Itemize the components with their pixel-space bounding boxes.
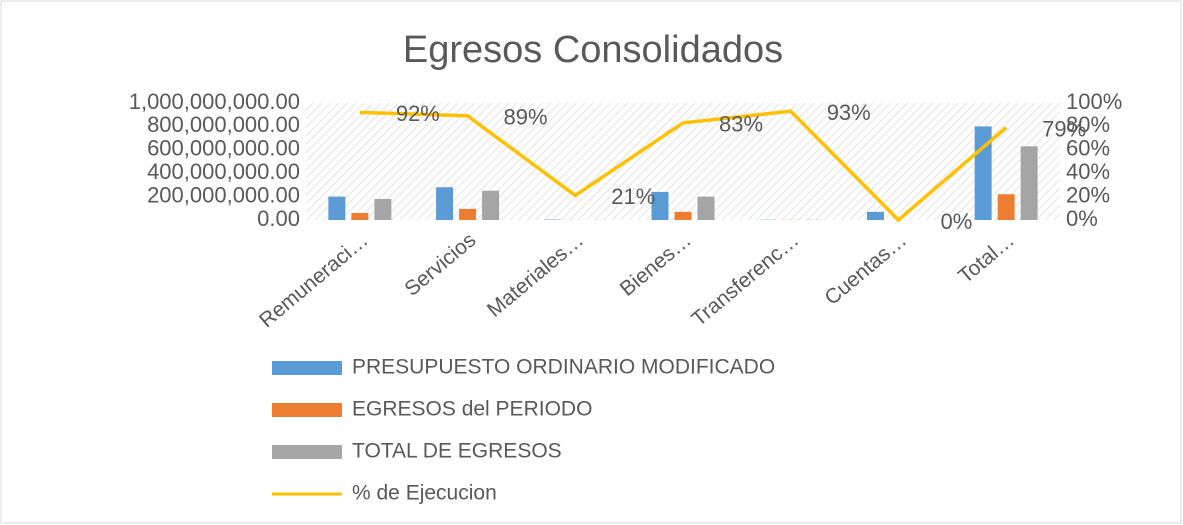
- legend-swatch: [272, 403, 342, 417]
- data-label: 79%: [1042, 116, 1086, 141]
- y2-tick-label: 0%: [1066, 206, 1098, 231]
- bar: [697, 196, 715, 220]
- bar: [374, 198, 392, 220]
- bar: [1020, 146, 1038, 220]
- y-tick-label: 0.00: [257, 206, 300, 231]
- chart-title: Egresos Consolidados: [403, 29, 783, 71]
- y2-tick-label: 80%: [1066, 112, 1110, 137]
- bar: [674, 211, 692, 220]
- legend-swatch: [272, 361, 342, 375]
- y2-tick-label: 20%: [1066, 182, 1110, 207]
- y2-tick-label: 100%: [1066, 89, 1122, 114]
- legend-label: % de Ejecucion: [352, 482, 497, 505]
- y-tick-label: 400,000,000.00: [147, 159, 300, 184]
- bar: [997, 194, 1015, 220]
- data-label: 21%: [611, 184, 655, 209]
- y2-tick-label: 40%: [1066, 159, 1110, 184]
- y-tick-label: 800,000,000.00: [147, 112, 300, 137]
- data-label: 92%: [396, 101, 440, 126]
- y-tick-label: 200,000,000.00: [147, 182, 300, 207]
- y-tick-label: 1,000,000,000.00: [129, 89, 300, 114]
- bar: [651, 191, 669, 220]
- bar: [482, 190, 500, 220]
- bar: [328, 196, 346, 220]
- y2-tick-label: 60%: [1066, 136, 1110, 161]
- data-label: 89%: [504, 105, 548, 130]
- legend-label: PRESUPUESTO ORDINARIO MODIFICADO: [352, 356, 775, 379]
- bar: [866, 211, 884, 220]
- y-tick-label: 600,000,000.00: [147, 136, 300, 161]
- data-label: 93%: [827, 100, 871, 125]
- line: [359, 109, 1008, 223]
- data-label: 83%: [719, 112, 763, 137]
- data-label: 0%: [941, 209, 973, 234]
- legend-swatch: [272, 445, 342, 459]
- bar: [459, 208, 477, 220]
- bar: [436, 187, 454, 220]
- legend-label: TOTAL DE EGRESOS: [352, 440, 562, 463]
- legend-label: EGRESOS del PERIODO: [352, 398, 592, 421]
- bar: [351, 212, 369, 220]
